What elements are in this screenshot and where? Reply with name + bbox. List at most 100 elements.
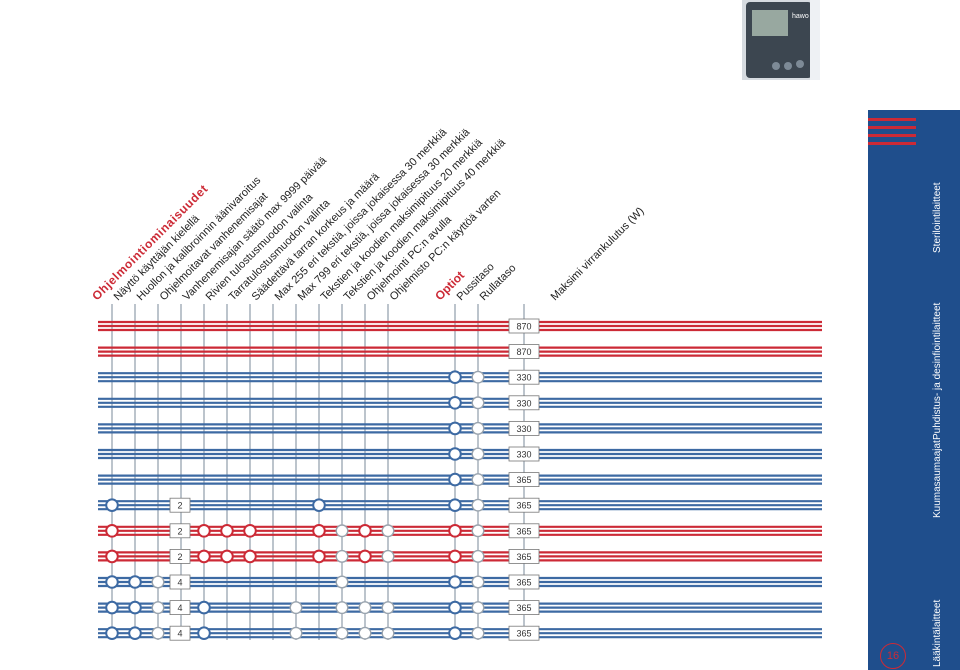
count-value: 2 — [177, 552, 182, 562]
device-photo: hawo — [742, 0, 820, 80]
standard-feature-marker — [105, 498, 119, 513]
count-value: 2 — [177, 526, 182, 536]
power-value: 330 — [516, 424, 531, 434]
count-box — [169, 574, 191, 590]
optional-feature-marker — [471, 524, 485, 538]
optional-feature-marker — [381, 626, 395, 640]
power-value-box — [508, 523, 540, 539]
standard-feature-marker — [105, 626, 119, 641]
power-value-box — [508, 625, 540, 641]
standard-feature-marker — [448, 396, 462, 410]
standard-feature-marker — [312, 549, 326, 564]
power-value-box — [508, 472, 540, 488]
count-box — [169, 497, 191, 513]
standard-feature-marker — [197, 549, 211, 564]
power-value: 365 — [516, 526, 531, 536]
standard-feature-marker — [128, 575, 142, 589]
count-value: 4 — [177, 578, 182, 588]
band-stripe — [868, 118, 916, 121]
count-value: 4 — [177, 603, 182, 613]
standard-feature-marker — [312, 524, 326, 538]
band-stripe — [868, 126, 916, 129]
standard-feature-marker — [448, 421, 462, 436]
count-value: 2 — [177, 501, 182, 511]
count-box — [169, 625, 191, 641]
standard-feature-marker — [448, 600, 462, 615]
standard-feature-marker — [448, 370, 462, 385]
optional-feature-marker — [289, 626, 303, 640]
device-brand-label: hawo — [792, 13, 809, 20]
power-value: 365 — [516, 501, 531, 511]
power-value-box — [508, 446, 540, 462]
standard-feature-marker — [448, 472, 462, 487]
standard-feature-marker — [197, 600, 211, 615]
power-value: 870 — [516, 347, 531, 357]
power-column-label: Maksimi virrankulutus (W) — [549, 205, 647, 303]
optional-feature-marker — [335, 575, 349, 589]
power-value: 330 — [516, 373, 531, 383]
count-box — [169, 549, 191, 564]
optional-feature-marker — [335, 626, 349, 640]
standard-feature-marker — [105, 575, 119, 589]
optional-feature-marker — [471, 601, 485, 615]
power-value-box — [508, 395, 540, 411]
power-value-box — [508, 344, 540, 360]
power-value: 365 — [516, 552, 531, 562]
power-value-box — [508, 549, 540, 564]
standard-feature-marker — [128, 626, 142, 641]
optional-feature-marker — [471, 626, 485, 640]
standard-feature-marker — [220, 524, 234, 538]
standard-feature-marker — [220, 549, 234, 564]
optional-feature-marker — [471, 396, 485, 410]
standard-feature-marker — [312, 498, 326, 513]
power-value-box — [508, 369, 540, 385]
standard-feature-marker — [105, 600, 119, 615]
power-value: 330 — [516, 398, 531, 408]
optional-feature-marker — [471, 549, 485, 563]
power-value: 365 — [516, 578, 531, 588]
power-value-box — [508, 497, 540, 513]
standard-feature-marker — [197, 524, 211, 538]
category-side-band — [868, 110, 960, 670]
optional-feature-marker — [289, 601, 303, 615]
optional-feature-marker — [335, 524, 349, 538]
standard-feature-marker — [448, 447, 462, 461]
optional-feature-marker — [471, 473, 485, 487]
standard-feature-marker — [128, 600, 142, 615]
band-stripe — [868, 134, 916, 137]
optional-feature-marker — [471, 447, 485, 461]
power-value-box — [508, 318, 540, 334]
power-value-box — [508, 574, 540, 590]
optional-feature-marker — [151, 575, 165, 589]
standard-feature-marker — [358, 524, 372, 538]
optional-feature-marker — [381, 601, 395, 615]
standard-feature-marker — [358, 549, 372, 564]
optional-feature-marker — [151, 601, 165, 615]
optional-feature-marker — [381, 524, 395, 538]
optional-feature-marker — [381, 549, 395, 563]
power-value-box — [508, 600, 540, 615]
optional-feature-marker — [471, 421, 485, 435]
standard-feature-marker — [105, 549, 119, 564]
optional-feature-marker — [471, 498, 485, 512]
standard-feature-marker — [105, 524, 119, 538]
optional-feature-marker — [471, 575, 485, 589]
standard-feature-marker — [197, 626, 211, 641]
optional-feature-marker — [151, 626, 165, 640]
standard-feature-marker — [448, 626, 462, 641]
standard-feature-marker — [448, 498, 462, 513]
power-value-box — [508, 420, 540, 436]
optional-feature-marker — [335, 549, 349, 563]
count-value: 4 — [177, 629, 182, 639]
power-value: 365 — [516, 603, 531, 613]
standard-feature-marker — [243, 549, 257, 564]
standard-feature-marker — [448, 575, 462, 589]
standard-feature-marker — [448, 524, 462, 538]
count-box — [169, 600, 191, 615]
optional-feature-marker — [358, 601, 372, 615]
standard-feature-marker — [448, 549, 462, 564]
count-box — [169, 523, 191, 539]
standard-feature-marker — [243, 524, 257, 538]
optional-feature-marker — [335, 601, 349, 615]
